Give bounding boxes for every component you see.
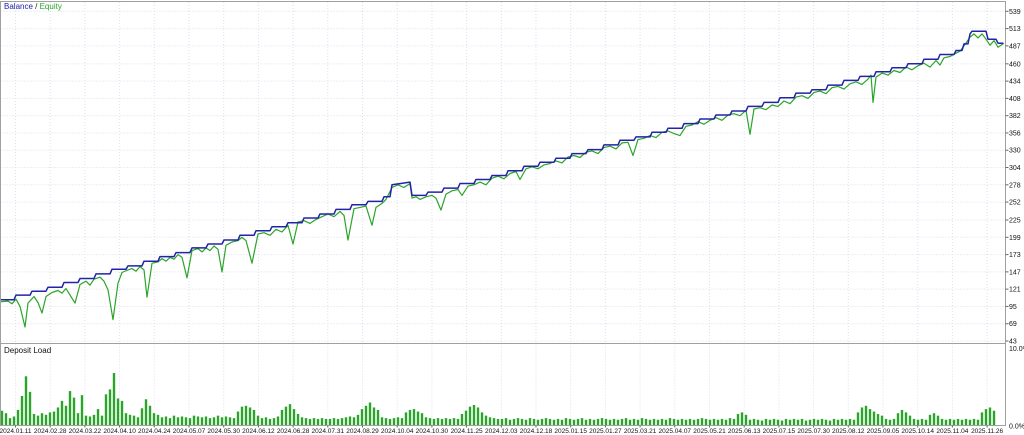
svg-text:2025.07.15: 2025.07.15: [763, 428, 796, 435]
svg-text:10.0%: 10.0%: [1009, 346, 1024, 353]
svg-text:173: 173: [1009, 252, 1021, 259]
svg-text:2024.06.12: 2024.06.12: [242, 428, 275, 435]
grid-layer: [0, 2, 1006, 426]
svg-text:487: 487: [1009, 43, 1021, 50]
svg-text:2024.05.30: 2024.05.30: [207, 428, 240, 435]
svg-text:513: 513: [1009, 26, 1021, 33]
svg-text:95: 95: [1009, 304, 1017, 311]
date-axis-labels: 2024.01.11 2024.02.28 2024.03.22 2024.04.10…: [0, 425, 1004, 435]
svg-text:2025.04.07: 2025.04.07: [659, 428, 692, 435]
svg-text:2024.12.03: 2024.12.03: [485, 428, 518, 435]
svg-text:2024.07.31: 2024.07.31: [312, 428, 345, 435]
svg-text:2024.10.30: 2024.10.30: [416, 428, 449, 435]
svg-text:2025.10.14: 2025.10.14: [901, 428, 934, 435]
svg-text:43: 43: [1009, 339, 1017, 346]
svg-text:199: 199: [1009, 235, 1021, 242]
deposit-load-label: Deposit Load: [4, 346, 52, 355]
svg-text:121: 121: [1009, 287, 1021, 294]
svg-text:2025.01.15: 2025.01.15: [554, 428, 587, 435]
svg-text:356: 356: [1009, 130, 1021, 137]
svg-text:2025.11.04: 2025.11.04: [936, 428, 968, 435]
equity-line: [0, 33, 1004, 328]
svg-text:2024.01.11: 2024.01.11: [0, 428, 32, 435]
svg-text:0.0%: 0.0%: [1009, 424, 1024, 431]
svg-text:2025.06.13: 2025.06.13: [728, 428, 761, 435]
svg-text:2025.07.30: 2025.07.30: [797, 428, 830, 435]
svg-text:2025.03.21: 2025.03.21: [624, 428, 657, 435]
svg-text:460: 460: [1009, 61, 1021, 68]
svg-text:2025.11.26: 2025.11.26: [971, 428, 1003, 435]
svg-text:2025.01.27: 2025.01.27: [589, 428, 622, 435]
svg-text:2024.08.29: 2024.08.29: [346, 428, 379, 435]
balance-legend-label: Balance: [4, 2, 33, 11]
deposit-load-bars: [0, 373, 996, 426]
svg-text:2025.05.21: 2025.05.21: [693, 428, 726, 435]
svg-text:2024.10.04: 2024.10.04: [381, 428, 414, 435]
svg-text:2024.03.22: 2024.03.22: [69, 428, 102, 435]
svg-text:304: 304: [1009, 165, 1021, 172]
svg-text:2025.08.12: 2025.08.12: [832, 428, 865, 435]
svg-text:2024.11.25: 2024.11.25: [451, 428, 483, 435]
svg-text:2024.02.28: 2024.02.28: [34, 428, 67, 435]
svg-text:278: 278: [1009, 182, 1021, 189]
percent-axis-labels: 10.0% 0.0%: [1009, 346, 1024, 431]
svg-text:2024.05.07: 2024.05.07: [173, 428, 206, 435]
value-axis-labels: 539 513 487 460 434 408 382 356 330 304 278 252 225 1…: [1005, 9, 1021, 346]
svg-text:408: 408: [1009, 96, 1021, 103]
balance-equity-legend: Balance / Equity: [4, 2, 62, 11]
svg-text:330: 330: [1009, 148, 1021, 155]
equity-legend-label: Equity: [39, 2, 62, 11]
svg-text:2024.12.18: 2024.12.18: [520, 428, 553, 435]
svg-text:2024.04.10: 2024.04.10: [103, 428, 136, 435]
svg-text:539: 539: [1009, 9, 1021, 16]
svg-text:147: 147: [1009, 269, 1021, 276]
legend-separator: /: [32, 2, 40, 11]
svg-text:69: 69: [1009, 321, 1017, 328]
panel-borders: [0, 1, 1006, 426]
svg-text:225: 225: [1009, 218, 1021, 225]
svg-text:434: 434: [1009, 79, 1021, 86]
svg-text:382: 382: [1009, 113, 1021, 120]
balance-line: [0, 30, 1004, 301]
svg-text:2024.04.24: 2024.04.24: [138, 428, 171, 435]
svg-text:252: 252: [1009, 200, 1021, 207]
svg-text:2024.06.28: 2024.06.28: [277, 428, 310, 435]
svg-text:2025.09.05: 2025.09.05: [867, 428, 900, 435]
